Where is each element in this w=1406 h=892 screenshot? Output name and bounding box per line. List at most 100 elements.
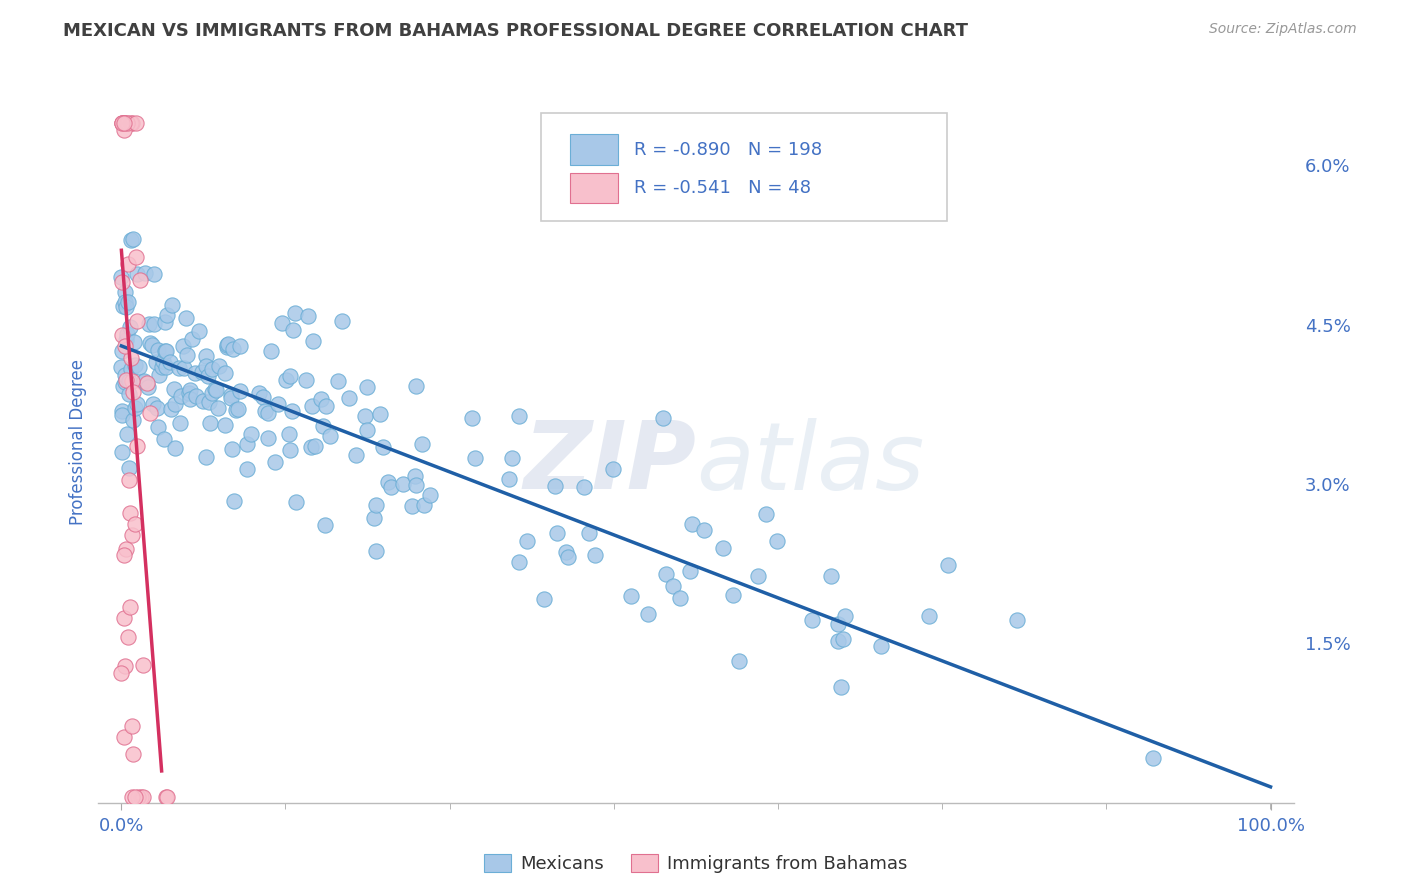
- Point: [620, 589, 643, 603]
- Point: [112, 123, 135, 137]
- Point: [235, 437, 257, 451]
- Point: [112, 116, 135, 130]
- Point: [501, 450, 523, 465]
- Point: [117, 257, 139, 271]
- Point: [135, 376, 157, 391]
- Point: [353, 409, 375, 423]
- Point: [120, 233, 142, 247]
- Point: [247, 386, 270, 401]
- Point: [301, 399, 323, 413]
- Point: [827, 616, 849, 631]
- Point: [121, 747, 143, 761]
- Point: [257, 406, 280, 420]
- Point: [155, 790, 177, 805]
- Point: [309, 392, 332, 406]
- Point: [191, 365, 214, 379]
- Point: [155, 344, 177, 359]
- Point: [312, 419, 335, 434]
- Point: [221, 442, 243, 456]
- Point: [215, 340, 238, 354]
- Point: [578, 525, 600, 540]
- Point: [225, 403, 247, 417]
- Point: [222, 493, 245, 508]
- Point: [125, 116, 148, 130]
- Point: [228, 401, 250, 416]
- Point: [304, 439, 326, 453]
- Point: [121, 790, 143, 805]
- Point: [195, 450, 218, 465]
- Point: [146, 343, 169, 357]
- Point: [142, 317, 165, 331]
- Point: [371, 440, 394, 454]
- Point: [121, 719, 143, 733]
- Point: [111, 404, 134, 418]
- Point: [356, 380, 378, 394]
- Point: [111, 116, 134, 130]
- Point: [172, 339, 194, 353]
- Point: [125, 397, 148, 411]
- Point: [112, 116, 135, 130]
- Point: [207, 401, 229, 415]
- Point: [377, 475, 399, 489]
- Point: [114, 659, 136, 673]
- Point: [127, 790, 149, 805]
- Point: [936, 558, 959, 572]
- Point: [229, 384, 252, 399]
- Point: [176, 348, 198, 362]
- Point: [236, 461, 259, 475]
- Bar: [571, 173, 619, 203]
- Point: [136, 380, 159, 394]
- Point: [278, 442, 301, 457]
- Point: [285, 495, 308, 509]
- Point: [302, 334, 325, 348]
- Point: [124, 401, 146, 415]
- Point: [370, 407, 392, 421]
- Point: [142, 397, 165, 411]
- Point: [326, 374, 349, 388]
- Point: [498, 472, 520, 486]
- Point: [297, 309, 319, 323]
- Point: [364, 498, 387, 512]
- Point: [870, 639, 893, 653]
- Point: [240, 426, 263, 441]
- Point: [138, 317, 160, 331]
- Point: [150, 359, 173, 374]
- Point: [266, 397, 288, 411]
- Point: [1005, 613, 1028, 627]
- Point: [181, 332, 204, 346]
- Point: [755, 507, 778, 521]
- Point: [1142, 750, 1164, 764]
- Point: [197, 395, 219, 409]
- Point: [214, 418, 236, 433]
- Point: [118, 374, 141, 388]
- Point: [121, 116, 143, 130]
- Point: [117, 427, 139, 442]
- Point: [120, 320, 142, 334]
- Point: [132, 790, 155, 805]
- Point: [124, 517, 146, 532]
- Point: [184, 389, 207, 403]
- Point: [117, 387, 139, 401]
- Point: [114, 300, 136, 314]
- Point: [118, 473, 141, 487]
- Text: MEXICAN VS IMMIGRANTS FROM BAHAMAS PROFESSIONAL DEGREE CORRELATION CHART: MEXICAN VS IMMIGRANTS FROM BAHAMAS PROFE…: [63, 22, 969, 40]
- Point: [134, 375, 156, 389]
- Point: [284, 306, 307, 320]
- Point: [134, 266, 156, 280]
- Point: [121, 374, 143, 388]
- Point: [533, 592, 555, 607]
- Point: [111, 343, 134, 358]
- Point: [254, 404, 277, 418]
- Point: [401, 499, 423, 513]
- Point: [208, 359, 231, 373]
- Point: [141, 338, 163, 352]
- Point: [652, 411, 675, 425]
- Point: [655, 567, 678, 582]
- Point: [155, 343, 177, 358]
- Point: [111, 327, 134, 342]
- Point: [163, 441, 186, 455]
- Point: [114, 368, 136, 382]
- Point: [115, 333, 138, 347]
- Point: [557, 550, 579, 565]
- Point: [405, 379, 427, 393]
